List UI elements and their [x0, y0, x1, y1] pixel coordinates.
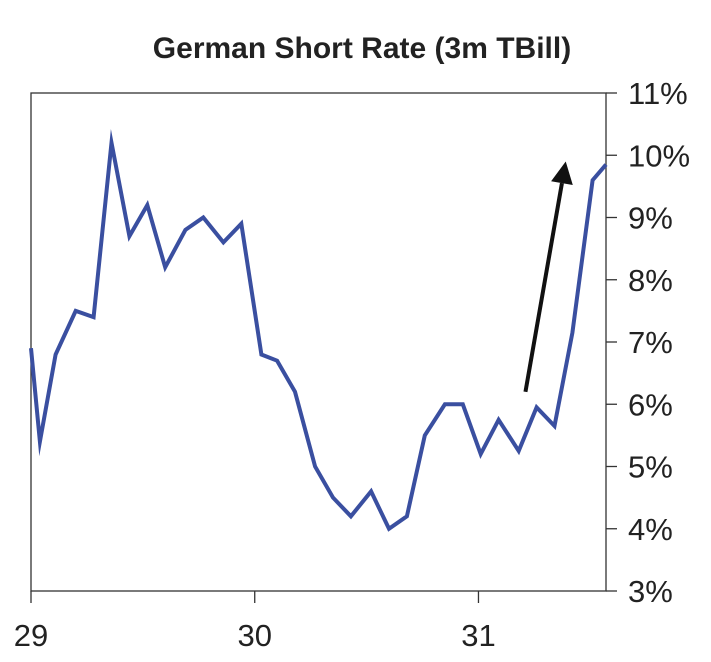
y-axis: 3% 4% 5% 6% 7% 8% 9% 10% 11%: [606, 76, 690, 609]
series-line: [29, 129, 608, 532]
y-tick-label: 10%: [628, 138, 690, 173]
x-tick-label: 31: [461, 618, 495, 653]
annotation-arrow-shaft: [523, 182, 564, 393]
y-tick-label: 7%: [628, 325, 673, 360]
y-tick-label: 11%: [628, 76, 688, 111]
annotation-layer: [523, 161, 573, 393]
x-tick-label: 30: [237, 618, 271, 653]
y-tick-label: 5%: [628, 450, 673, 485]
annotation-arrow-head: [551, 161, 573, 186]
x-axis: 29 30 31: [14, 591, 496, 653]
series-layer: [29, 129, 608, 532]
y-tick-label: 9%: [628, 201, 673, 236]
y-tick-label: 8%: [628, 263, 673, 298]
x-tick-label: 29: [14, 618, 48, 653]
chart-title: German Short Rate (3m TBill): [153, 32, 571, 65]
y-tick-label: 6%: [628, 387, 673, 422]
y-tick-label: 4%: [628, 512, 673, 547]
y-tick-label: 3%: [628, 574, 673, 609]
